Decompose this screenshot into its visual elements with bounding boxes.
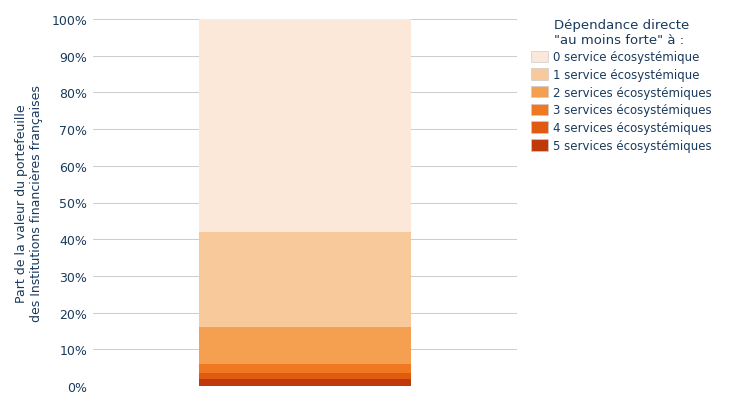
Bar	[199, 364, 411, 373]
Bar	[199, 328, 411, 364]
Bar	[199, 373, 411, 379]
Bar	[199, 20, 411, 232]
Bar	[199, 379, 411, 386]
Legend: 0 service écosystémique, 1 service écosystémique, 2 services écosystémiques, 3 s: 0 service écosystémique, 1 service écosy…	[531, 18, 712, 153]
Y-axis label: Part de la valeur du portefeuille
des Institutions financières françaises: Part de la valeur du portefeuille des In…	[15, 85, 43, 321]
Bar	[199, 232, 411, 328]
